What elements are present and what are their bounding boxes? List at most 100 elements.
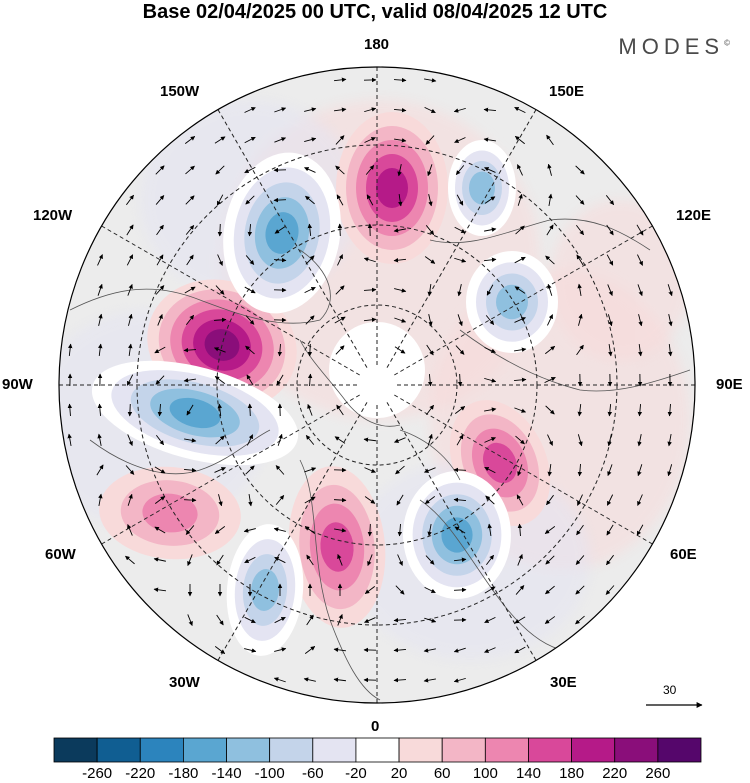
polar-stereographic-map <box>58 66 703 708</box>
wind-vector <box>394 138 407 143</box>
colorbar-swatch <box>484 737 529 763</box>
negative-anomaly <box>223 152 341 314</box>
wind-vector <box>154 346 166 354</box>
wind-vector <box>424 78 437 83</box>
wind-vector <box>484 407 497 412</box>
wind-vector <box>305 195 315 205</box>
wind-vector <box>425 225 435 236</box>
wind-vector <box>128 313 133 326</box>
coastline <box>429 218 651 251</box>
colorbar-tick-label: 100 <box>472 765 498 782</box>
wind-vector <box>577 434 583 447</box>
wind-vector <box>397 554 403 566</box>
wind-vector <box>453 497 467 503</box>
anomaly-contour <box>441 517 473 553</box>
wind-vector <box>545 585 555 595</box>
pole-region <box>329 322 425 418</box>
wind-vector <box>575 165 585 175</box>
wind-vector <box>517 193 523 206</box>
wind-vector <box>364 617 376 623</box>
wind-vector <box>126 374 134 386</box>
wind-vectors <box>67 77 673 683</box>
wind-vector <box>153 587 167 592</box>
wind-vector <box>484 196 496 204</box>
wind-vector <box>246 434 254 446</box>
wind-vector <box>427 524 432 537</box>
wind-vector <box>365 165 375 175</box>
wind-vector <box>427 283 432 297</box>
wind-vector <box>454 526 466 534</box>
wind-vector <box>367 554 373 567</box>
wind-vector <box>547 314 553 326</box>
wind-vector <box>335 285 345 295</box>
colorbar-tick-label: -60 <box>301 765 324 782</box>
wind-vector <box>363 317 377 323</box>
wind-vector <box>427 433 433 446</box>
coastline <box>399 429 461 481</box>
wind-vector <box>397 523 403 537</box>
wind-vector <box>456 194 464 206</box>
label-60w: 60W <box>45 546 76 563</box>
wind-vector <box>545 345 556 355</box>
colorbar-swatch <box>571 737 616 763</box>
wind-vector <box>545 555 555 565</box>
wind-vector <box>514 106 526 114</box>
wind-vector <box>337 254 343 266</box>
wind-vector <box>486 554 494 566</box>
wind-vector <box>517 164 523 176</box>
wind-vector <box>424 586 436 594</box>
wind-vector <box>214 467 226 473</box>
wind-vector <box>247 403 253 417</box>
wind-vector <box>157 314 163 326</box>
meridian-line <box>394 394 653 545</box>
colorbar-swatch <box>139 737 184 763</box>
colorbar-tick-label: -180 <box>168 765 199 782</box>
wind-vector <box>394 317 407 323</box>
colorbar-tick-label: -100 <box>254 765 285 782</box>
wind-vector <box>245 195 255 205</box>
wind-vector <box>157 403 163 417</box>
wind-vector <box>304 107 317 112</box>
wind-vector <box>637 254 643 266</box>
wind-vector <box>364 496 376 504</box>
wind-vector <box>517 464 523 477</box>
wind-vector <box>605 585 615 595</box>
wind-vector <box>454 137 466 143</box>
coastline <box>299 459 381 701</box>
colorbar-tick-label: -140 <box>211 765 242 782</box>
wind-vector <box>457 314 463 327</box>
wind-vector <box>515 585 525 595</box>
wind-vector <box>426 344 434 356</box>
wind-vector <box>333 77 347 82</box>
wind-vector <box>333 107 347 112</box>
wind-vector <box>214 136 226 144</box>
wind-vector <box>97 403 103 417</box>
meridian-line <box>217 109 368 368</box>
wind-vector <box>244 166 256 174</box>
wind-vector <box>484 616 496 624</box>
wind-vector <box>453 557 467 563</box>
wind-vector <box>96 464 104 476</box>
wind-vector <box>304 137 317 143</box>
wind-vector <box>364 107 377 113</box>
label-150e: 150E <box>549 83 585 100</box>
label-90e: 90E <box>716 376 743 393</box>
anomaly-contour <box>265 212 299 254</box>
wind-vector <box>154 495 166 505</box>
meridian-line <box>101 225 360 376</box>
wind-vector <box>457 284 462 297</box>
wind-vector <box>128 343 133 357</box>
wind-vector <box>637 464 643 477</box>
wind-vector <box>97 283 103 296</box>
wind-vector <box>334 528 347 533</box>
wind-vector <box>217 223 223 237</box>
wind-vector <box>394 346 406 354</box>
wind-vector <box>393 257 407 263</box>
wind-vector <box>576 254 584 266</box>
wind-vector <box>606 224 614 236</box>
wind-vector <box>367 523 373 537</box>
wind-vector <box>214 376 226 384</box>
wind-vector <box>547 463 552 477</box>
wind-vector <box>514 317 526 323</box>
wind-vector <box>484 586 496 594</box>
